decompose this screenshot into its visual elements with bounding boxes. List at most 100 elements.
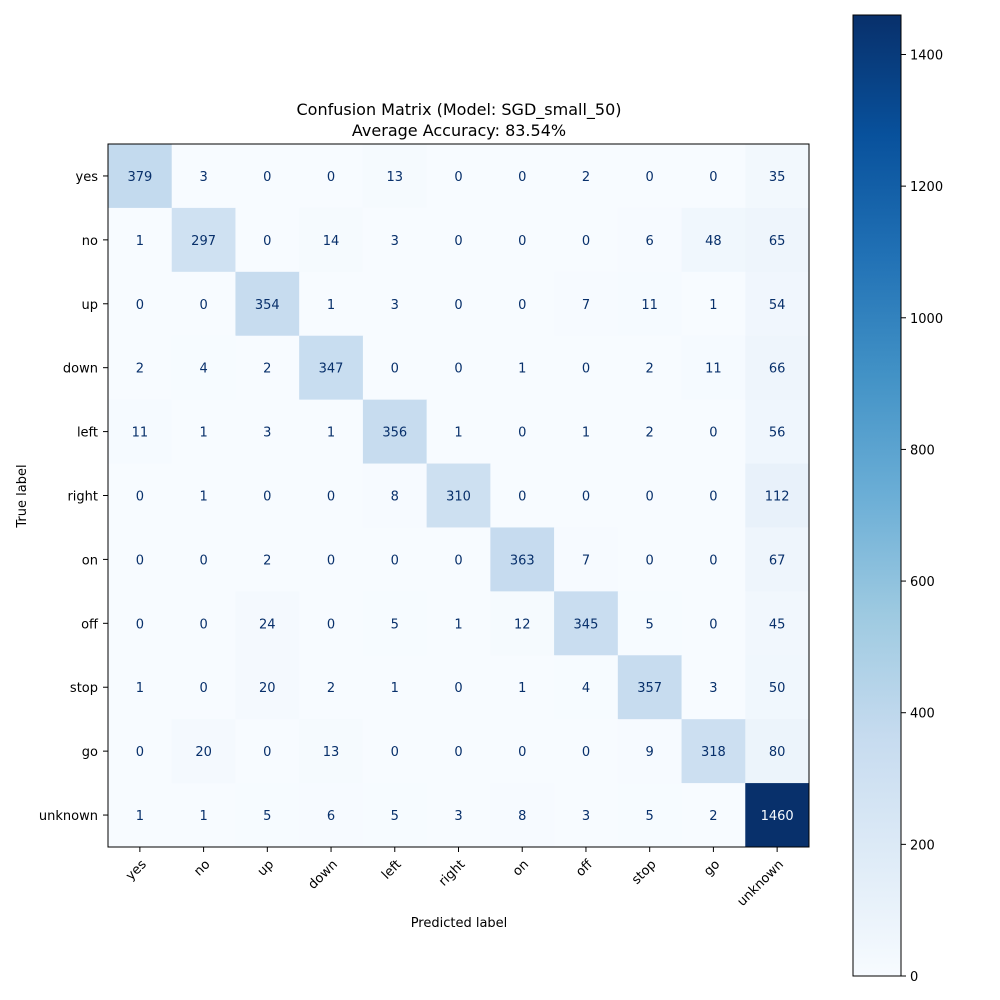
heatmap-cell bbox=[235, 655, 300, 720]
heatmap-cell bbox=[235, 144, 300, 209]
cell-value-label: 0 bbox=[136, 298, 144, 313]
x-axis-ticks: yes no up down left right on off stop go unknown bbox=[123, 847, 787, 910]
cell-value-label: 0 bbox=[199, 617, 207, 632]
colorbar-tick-label: 600 bbox=[910, 575, 935, 590]
heatmap-cell bbox=[490, 463, 555, 528]
cell-value-label: 0 bbox=[327, 617, 335, 632]
cell-value-label: 11 bbox=[641, 298, 658, 313]
heatmap-cell bbox=[617, 399, 683, 465]
heatmap-cell bbox=[745, 207, 810, 273]
colorbar-tick-label: 800 bbox=[910, 443, 935, 458]
chart-subtitle: Average Accuracy: 83.54% bbox=[352, 121, 566, 140]
heatmap-cell bbox=[745, 463, 810, 528]
cell-value-label: 0 bbox=[582, 362, 590, 377]
cell-value-label: 0 bbox=[327, 170, 335, 185]
heatmap-cell bbox=[108, 719, 173, 784]
cell-value-label: 5 bbox=[391, 617, 399, 632]
cell-value-label: 0 bbox=[709, 426, 717, 441]
cell-value-label: 3 bbox=[391, 234, 399, 249]
cell-value-label: 2 bbox=[646, 426, 654, 441]
cell-value-label: 0 bbox=[391, 745, 399, 760]
heatmap-cell bbox=[745, 527, 810, 592]
heatmap-cell bbox=[490, 399, 555, 465]
cell-value-label: 0 bbox=[454, 234, 462, 249]
cell-value-label: 1 bbox=[518, 681, 526, 696]
cell-value-label: 35 bbox=[769, 170, 786, 185]
x-tick-label: on bbox=[510, 857, 532, 879]
cell-value-label: 4 bbox=[582, 681, 590, 696]
y-tick-label: right bbox=[67, 490, 98, 505]
cell-value-label: 1 bbox=[136, 681, 144, 696]
heatmap-cell bbox=[490, 144, 555, 209]
heatmap-cell bbox=[171, 335, 236, 401]
cell-value-label: 2 bbox=[582, 170, 590, 185]
y-tick-label: yes bbox=[76, 170, 99, 185]
heatmap-cell bbox=[235, 399, 300, 465]
cell-value-label: 1 bbox=[709, 298, 717, 313]
cell-value-label: 0 bbox=[518, 426, 526, 441]
heatmap-cell bbox=[171, 463, 236, 528]
cell-value-label: 0 bbox=[391, 362, 399, 377]
heatmap-cell bbox=[108, 527, 173, 592]
cell-value-label: 2 bbox=[709, 809, 717, 824]
cell-value-label: 356 bbox=[382, 426, 407, 441]
cell-value-label: 5 bbox=[263, 809, 271, 824]
cell-value-label: 2 bbox=[136, 362, 144, 377]
heatmap-cell bbox=[108, 783, 173, 848]
heatmap-cell bbox=[490, 335, 555, 401]
cell-value-label: 0 bbox=[136, 490, 144, 505]
cell-value-label: 2 bbox=[327, 681, 335, 696]
heatmap-cell bbox=[362, 591, 428, 656]
cell-value-label: 0 bbox=[454, 745, 462, 760]
cell-value-label: 1 bbox=[136, 809, 144, 824]
heatmap-cell bbox=[362, 463, 428, 528]
x-axis-label: Predicted label bbox=[411, 916, 508, 931]
colorbar-tick-label: 1200 bbox=[910, 180, 943, 195]
heatmap-cell bbox=[490, 271, 555, 337]
heatmap-cell bbox=[299, 207, 364, 273]
heatmap-cell bbox=[745, 271, 810, 337]
heatmap-cell bbox=[171, 719, 236, 784]
cell-value-label: 13 bbox=[323, 745, 340, 760]
heatmap-cell bbox=[362, 335, 428, 401]
heatmap-cell bbox=[299, 463, 364, 528]
heatmap-cell bbox=[362, 399, 428, 465]
heatmap-cell-labels: 379 3 0 0 13 0 0 2 0 0 351 297 0 14 3 0 0 0 6 48 650 0 354 1 3 0 0… bbox=[127, 170, 793, 824]
cell-value-label: 0 bbox=[454, 681, 462, 696]
heatmap-cell bbox=[554, 207, 619, 273]
x-tick-label: stop bbox=[629, 857, 659, 887]
y-tick-label: go bbox=[82, 745, 98, 760]
cell-value-label: 48 bbox=[705, 234, 722, 249]
heatmap-cell bbox=[108, 207, 173, 273]
y-tick-label: no bbox=[82, 234, 98, 249]
heatmap-cell bbox=[617, 783, 683, 848]
heatmap-cell bbox=[681, 783, 746, 848]
heatmap-cell bbox=[617, 591, 683, 656]
cell-value-label: 8 bbox=[518, 809, 526, 824]
heatmap-cell bbox=[108, 271, 173, 337]
heatmap-cell bbox=[426, 207, 491, 273]
cell-value-label: 0 bbox=[582, 234, 590, 249]
heatmap-cell bbox=[554, 144, 619, 209]
heatmap-cell bbox=[681, 207, 746, 273]
cell-value-label: 2 bbox=[263, 553, 271, 568]
heatmap-cell bbox=[171, 591, 236, 656]
cell-value-label: 6 bbox=[327, 809, 335, 824]
heatmap-cell bbox=[617, 463, 683, 528]
cell-value-label: 0 bbox=[709, 170, 717, 185]
heatmap-cell bbox=[171, 207, 236, 273]
heatmap-cell bbox=[617, 719, 683, 784]
heatmap-cell bbox=[490, 783, 555, 848]
heatmap-cell bbox=[681, 591, 746, 656]
heatmap-cell bbox=[299, 655, 364, 720]
heatmap-cell bbox=[617, 655, 683, 720]
heatmap-cell bbox=[745, 144, 810, 209]
heatmap-cell bbox=[490, 207, 555, 273]
heatmap-cell bbox=[108, 399, 173, 465]
heatmap-cell bbox=[554, 399, 619, 465]
colorbar-ticks: 0 200 400 600 800 1000 1200 1400 bbox=[901, 48, 943, 985]
cell-value-label: 3 bbox=[199, 170, 207, 185]
y-tick-label: up bbox=[82, 298, 99, 313]
cell-value-label: 5 bbox=[646, 809, 654, 824]
heatmap-cell bbox=[745, 719, 810, 784]
